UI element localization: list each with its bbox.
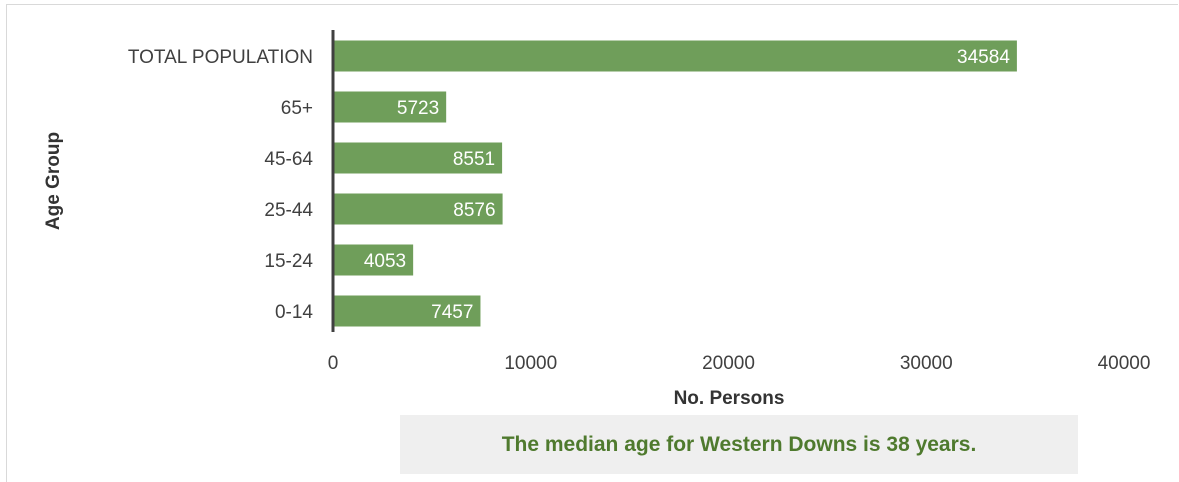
x-tick-label: 10000: [504, 353, 557, 374]
bar-value-label: 5723: [397, 98, 439, 119]
bars: 34584 5723 8551 8576 4053 7457: [333, 40, 1017, 327]
x-tick-label: 20000: [702, 353, 755, 374]
category-labels: TOTAL POPULATION 65+ 45-64 25-44 15-24 0-14: [128, 47, 314, 323]
category-label: 15-24: [264, 251, 313, 272]
bar-value-label: 8551: [453, 149, 495, 170]
x-tick-label: 0: [328, 353, 339, 374]
bar: [333, 142, 503, 174]
bar-value-label: 4053: [364, 251, 406, 272]
category-label: 25-44: [264, 200, 313, 221]
bar: [333, 193, 503, 225]
x-tick-label: 30000: [900, 353, 953, 374]
bar: [333, 40, 1017, 72]
bar-chart: 34584 5723 8551 8576 4053 7457 TOTAL POPULATI…: [43, 30, 1151, 409]
category-label: 45-64: [264, 149, 313, 170]
category-label: TOTAL POPULATION: [128, 47, 313, 68]
bar: [333, 91, 447, 123]
x-tick-label: 40000: [1098, 353, 1151, 374]
bar: [333, 244, 414, 276]
x-axis-title: No. Persons: [674, 388, 785, 409]
bar-value-label: 8576: [453, 200, 495, 221]
x-tick-labels: 0 10000 20000 30000 40000: [328, 353, 1151, 374]
bar: [333, 295, 481, 327]
bar-value-label: 34584: [957, 47, 1010, 68]
chart-frame: [6, 4, 1178, 482]
gridlines: [530, 30, 1125, 332]
median-age-note: The median age for Western Downs is 38 y…: [400, 415, 1078, 474]
category-label: 65+: [281, 98, 313, 119]
bar-value-label: 7457: [431, 302, 473, 323]
y-axis-title: Age Group: [43, 132, 64, 230]
median-age-note-text: The median age for Western Downs is 38 y…: [501, 432, 977, 456]
category-label: 0-14: [275, 302, 313, 323]
